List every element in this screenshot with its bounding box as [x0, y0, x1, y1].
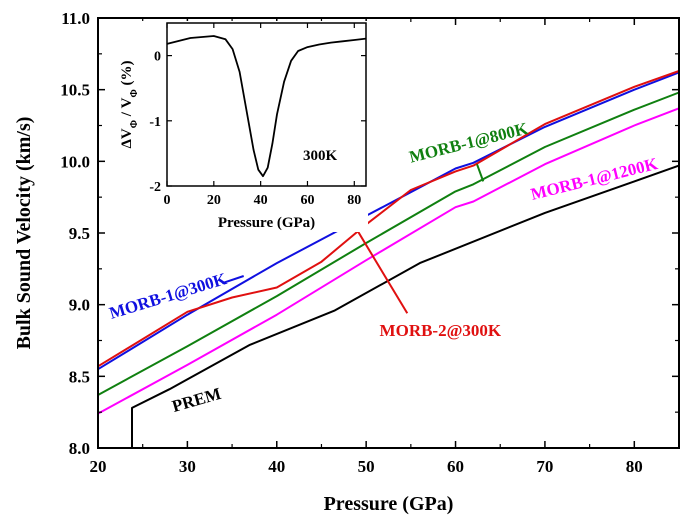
main-y-ticks: 8.0 8.5 9.0 9.5 10.0 10.5 11.0: [60, 9, 679, 458]
inset-plot: 0 20 40 60 80 -2 -1 0 Pressure (GPa) ΔVΦ / VΦ …: [110, 21, 368, 232]
inset-y-label-part: Φ: [129, 89, 140, 97]
annotation-pointer-morb-2-300k: [355, 228, 409, 314]
inset-y-tick-label: 0: [154, 50, 161, 65]
x-tick-label: 80: [626, 457, 643, 476]
series-line-prem: [131, 164, 680, 448]
x-tick-label: 30: [179, 457, 196, 476]
series-line-morb-1-300k: [97, 71, 680, 371]
inset-y-tick-label: -2: [149, 180, 161, 195]
annotation-pointer-morb-1-300k: [221, 275, 245, 285]
inset-y-axis-label: ΔVΦ / VΦ (%): [119, 60, 140, 148]
series-label-prem: PREM: [170, 384, 223, 416]
inset-y-label-part: ΔV: [119, 128, 135, 148]
inset-x-axis-label: Pressure (GPa): [218, 215, 315, 231]
x-tick-label: 20: [90, 457, 107, 476]
inset-y-ticks: -2 -1 0: [149, 50, 366, 195]
y-tick-label: 8.0: [69, 439, 90, 458]
series-line-morb-1-1200k: [97, 107, 680, 415]
inset-x-tick-label: 40: [254, 193, 268, 208]
x-axis-label: Pressure (GPa): [324, 493, 454, 515]
x-tick-label: 50: [358, 457, 375, 476]
inset-series-group: [166, 35, 367, 178]
inset-x-tick-label: 60: [300, 193, 314, 208]
main-series-group: [97, 70, 680, 448]
x-tick-label: 40: [268, 457, 285, 476]
inset-plot-frame: [166, 22, 367, 187]
x-tick-label: 70: [536, 457, 553, 476]
y-tick-label: 10.5: [60, 81, 90, 100]
y-axis-label: Bulk Sound Velocity (km/s): [13, 117, 35, 350]
series-label-morb-1-300k: MORB-1@300K: [107, 269, 230, 323]
inset-series-line: [166, 35, 367, 178]
y-tick-label: 9.5: [69, 224, 90, 243]
inset-x-tick-label: 80: [347, 193, 361, 208]
series-line-morb-1-800k: [97, 91, 680, 396]
inset-temperature-label: 300K: [303, 148, 338, 164]
annotation-pointer-morb-1-800k: [476, 163, 485, 182]
inset-x-tick-label: 20: [207, 193, 221, 208]
inset-background: [110, 21, 368, 232]
inset-y-tick-label: -1: [149, 115, 161, 130]
series-label-morb-2-300k: MORB-2@300K: [380, 321, 502, 340]
inset-y-label-part: / V: [119, 97, 135, 120]
y-tick-label: 11.0: [61, 9, 90, 28]
inset-y-label-part: (%): [119, 60, 135, 89]
inset-x-ticks: 0 20 40 60 80: [164, 23, 361, 208]
y-tick-label: 8.5: [69, 367, 90, 386]
y-tick-label: 10.0: [60, 152, 90, 171]
inset-y-label-part: Φ: [129, 120, 140, 128]
y-tick-label: 9.0: [69, 296, 90, 315]
main-x-ticks: 20 30 40 50 60 70 80: [90, 18, 643, 476]
x-tick-label: 60: [447, 457, 464, 476]
inset-x-tick-label: 0: [164, 193, 171, 208]
